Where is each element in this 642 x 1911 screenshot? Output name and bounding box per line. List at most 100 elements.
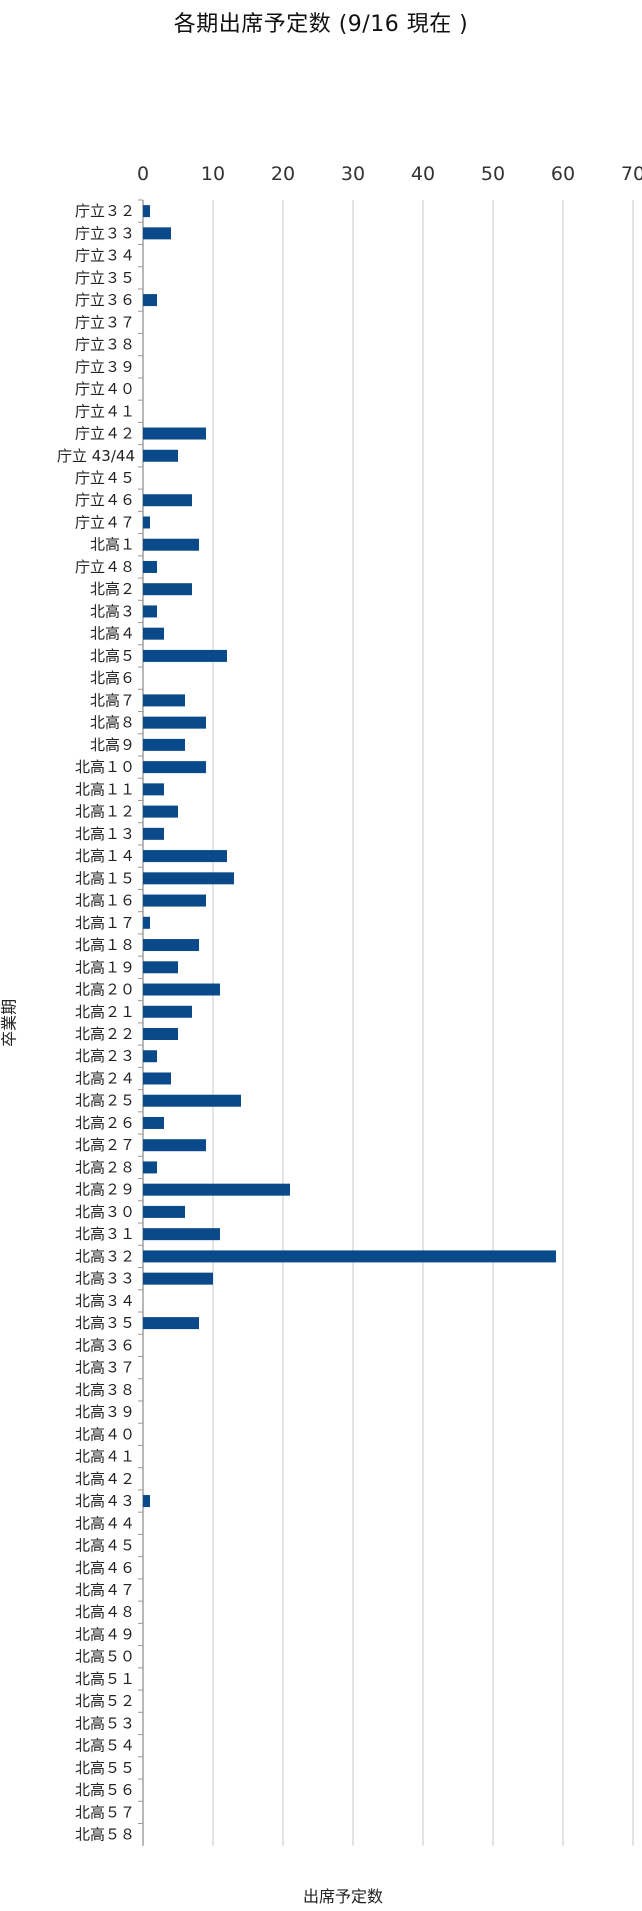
category-label: 北高１７ [75,914,135,932]
category-label: 北高４５ [75,1537,135,1555]
bar [143,449,178,462]
category-label: 北高７ [90,691,135,709]
bar [143,294,157,307]
x-tick-label: 0 [137,163,149,185]
bar [143,605,157,618]
category-label: 北高４７ [75,1581,135,1599]
bar [143,538,199,551]
bar [143,1050,157,1063]
category-label: 北高１２ [75,803,135,821]
bar [143,583,192,596]
bar [143,627,164,640]
category-label: 北高１３ [75,825,135,843]
category-label: 庁立３４ [75,247,135,265]
y-axis-label: 卒業期 [0,999,19,1047]
bar [143,827,164,840]
chart-title: 各期出席予定数 (9/16 現在 ) [173,12,469,37]
bar [143,227,171,240]
bar [143,1228,220,1241]
category-label: 庁立４１ [75,402,135,420]
category-label: 北高５８ [75,1826,135,1844]
category-label: 北高５３ [75,1714,135,1732]
category-label: 北高４９ [75,1625,135,1643]
bar [143,560,157,573]
bar [143,694,185,707]
bar [143,916,150,929]
category-label: 庁立４５ [75,469,135,487]
category-label: 北高５０ [75,1648,135,1666]
category-label: 北高１５ [75,869,135,887]
category-label: 北高２５ [75,1092,135,1110]
category-label: 北高４２ [75,1470,135,1488]
category-label: 北高１６ [75,892,135,910]
category-label: 北高５５ [75,1759,135,1777]
bar [143,1205,185,1218]
category-label: 庁立４２ [75,425,135,443]
bar [143,805,178,818]
category-label: 北高３９ [75,1403,135,1421]
category-label: 北高２９ [75,1181,135,1199]
category-label: 庁立３３ [75,224,135,242]
category-label: 北高５７ [75,1803,135,1821]
category-label: 北高９ [90,736,135,754]
category-label: 庁立４８ [75,558,135,576]
category-label: 北高２１ [75,1003,135,1021]
bar [143,1028,178,1040]
bar [143,427,206,440]
category-label: 北高３６ [75,1336,135,1354]
bar [143,894,206,907]
category-label: 北高４８ [75,1603,135,1621]
category-label: 北高４１ [75,1448,135,1466]
bar [143,516,150,529]
x-axis-ticks: 0 10 20 30 40 50 60 70 [137,163,642,185]
category-label: 北高３４ [75,1292,135,1310]
category-label: 北高５４ [75,1737,135,1755]
bar [143,1272,213,1285]
category-label: 北高１８ [75,936,135,954]
y-axis-categories: 庁立３２ 庁立３３ 庁立３４ 庁立３５ 庁立３６ 庁立３７ 庁立３８ 庁立３９ 庁立４０ 庁立４１… [57,199,143,1844]
category-label: 北高２６ [75,1114,135,1132]
category-label: 北高１１ [75,780,135,798]
bar [143,1495,150,1508]
category-label: 北高５１ [75,1670,135,1688]
x-tick-label: 50 [481,163,505,185]
category-label: 庁立３９ [75,358,135,376]
category-label: 北高３７ [75,1359,135,1377]
category-label: 庁立３２ [75,202,135,220]
category-label: 北高２２ [75,1025,135,1043]
category-label: 北高４６ [75,1559,135,1577]
bars [143,205,556,1508]
category-label: 北高３ [90,602,135,620]
bar [143,716,206,729]
bar [143,1005,192,1018]
category-label: 北高８ [90,714,135,732]
category-label: 北高５６ [75,1781,135,1799]
category-label: 北高３０ [75,1203,135,1221]
category-label: 北高３１ [75,1225,135,1243]
category-label: 北高４４ [75,1514,135,1532]
category-label: 北高４０ [75,1425,135,1443]
category-label: 北高３５ [75,1314,135,1332]
bar [143,205,150,218]
bar [143,649,227,662]
category-label: 北高３２ [75,1247,135,1265]
category-label: 北高１０ [75,758,135,776]
bar [143,1072,171,1085]
category-label: 北高５ [90,647,135,665]
category-label: 北高２８ [75,1158,135,1176]
category-label: 庁立３８ [75,336,135,354]
category-label: 庁立４０ [75,380,135,398]
bar [143,738,185,751]
category-label: 北高１ [90,536,135,554]
category-label: 庁立３７ [75,313,135,331]
bar [143,1116,164,1129]
x-tick-label: 20 [271,163,295,185]
bar [143,1161,157,1174]
category-label: 庁立３５ [75,269,135,287]
category-label: 北高２７ [75,1136,135,1154]
category-label: 庁立 43/44 [57,447,135,465]
x-tick-label: 40 [411,163,435,185]
bar [143,1094,241,1107]
bar [143,961,178,974]
